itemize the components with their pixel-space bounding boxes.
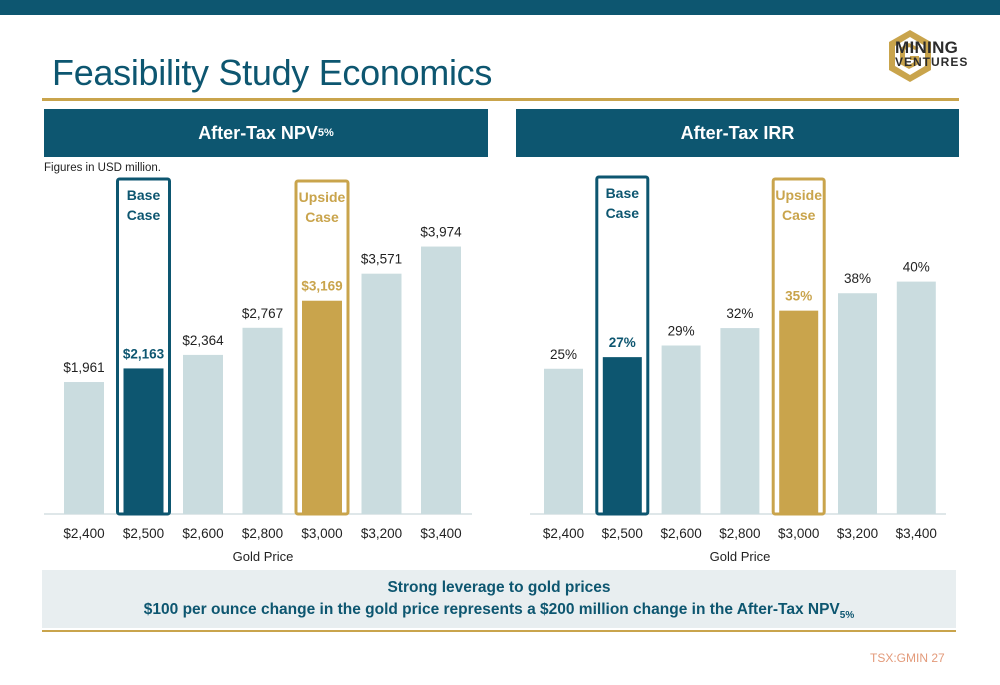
npv-data-label: $2,163 — [123, 346, 165, 361]
irr-bar — [838, 293, 877, 514]
callout-line2: $100 per ounce change in the gold price … — [42, 599, 956, 627]
npv-tick-label: $2,400 — [63, 526, 104, 541]
npv-base-case-box — [116, 177, 171, 516]
npv-upside-case-label: Case — [305, 209, 339, 225]
npv-tick-label: $3,000 — [301, 526, 342, 541]
irr-data-label: 29% — [668, 324, 695, 339]
irr-bar — [544, 368, 583, 514]
npv-tick-label: $2,500 — [123, 526, 164, 541]
callout-line2-text: $100 per ounce change in the gold price … — [143, 601, 840, 618]
irr-bar — [661, 345, 701, 514]
irr-panel-header: After-Tax IRR — [516, 109, 959, 157]
g-hexagon-logo-icon — [889, 30, 931, 82]
irr-upside-case-label: Upside — [775, 187, 822, 203]
npv-base-case-label: Case — [127, 207, 161, 223]
npv-bar — [302, 300, 342, 514]
irr-tick-label: $3,000 — [778, 526, 819, 541]
npv-tick-label: $2,600 — [182, 526, 223, 541]
npv-bar — [361, 273, 402, 514]
irr-bar — [602, 357, 642, 514]
irr-x-axis-title: Gold Price — [710, 549, 771, 564]
logo-line2: VENTURES — [895, 55, 969, 69]
irr-tick-label: $2,600 — [660, 526, 701, 541]
units-note: Figures in USD million. — [44, 162, 161, 174]
irr-base-case-box — [595, 175, 650, 516]
irr-tick-label: $2,500 — [602, 526, 643, 541]
irr-chart-title: After-Tax IRR — [680, 122, 795, 143]
page-reference: TSX:GMIN 27 — [870, 651, 945, 665]
irr-data-label: 40% — [903, 260, 930, 275]
npv-upside-case-box — [294, 179, 350, 516]
callout-line1: Strong leverage to gold prices — [387, 579, 611, 596]
npv-data-label: $3,974 — [420, 225, 462, 240]
irr-tick-label: $2,400 — [543, 526, 584, 541]
npv-tick-label: $2,800 — [242, 526, 283, 541]
npv-panel-header: After-Tax NPV 5% — [44, 109, 488, 157]
npv-tick-label: $3,200 — [361, 526, 402, 541]
title-rule — [42, 98, 959, 101]
irr-tick-label: $3,400 — [896, 526, 937, 541]
irr-tick-label: $3,200 — [837, 526, 878, 541]
npv-data-label: $3,571 — [361, 252, 402, 267]
irr-bar — [720, 328, 760, 514]
npv-upside-case-label: Upside — [299, 189, 346, 205]
npv-bar — [183, 354, 223, 514]
irr-upside-case-label: Case — [782, 207, 816, 223]
npv-base-case-label: Base — [127, 187, 161, 203]
irr-data-label: 35% — [785, 289, 812, 304]
npv-tick-label: $3,400 — [420, 526, 461, 541]
footer-rule — [42, 630, 956, 632]
irr-upside-case-box — [771, 177, 826, 516]
irr-base-case-label: Case — [606, 205, 640, 221]
npv-bar — [421, 246, 461, 514]
irr-bar — [896, 281, 936, 514]
irr-data-label: 32% — [726, 306, 753, 321]
npv-chart-title-sub: 5% — [317, 127, 334, 139]
irr-base-case-label: Base — [606, 185, 640, 201]
npv-bar — [242, 327, 283, 514]
callout-line2-sub: 5% — [839, 610, 855, 621]
page-title: Feasibility Study Economics — [52, 52, 493, 93]
npv-bar — [123, 368, 164, 514]
npv-x-axis-title: Gold Price — [233, 549, 294, 564]
logo-line1: MINING — [895, 38, 959, 57]
irr-tick-label: $2,800 — [719, 526, 760, 541]
irr-data-label: 25% — [550, 347, 577, 362]
npv-data-label: $2,767 — [242, 306, 283, 321]
irr-data-label: 38% — [844, 271, 871, 286]
npv-data-label: $3,169 — [301, 279, 342, 294]
npv-data-label: $2,364 — [182, 333, 224, 348]
irr-data-label: 27% — [609, 335, 636, 350]
top-bar — [0, 0, 1000, 15]
irr-bar — [779, 310, 819, 514]
npv-data-label: $1,961 — [63, 360, 104, 375]
logo-text: MINING VENTURES — [895, 38, 969, 70]
npv-bar — [64, 382, 104, 514]
npv-chart-title: After-Tax NPV — [198, 122, 318, 143]
leverage-callout: Strong leverage to gold prices $100 per … — [42, 570, 956, 628]
